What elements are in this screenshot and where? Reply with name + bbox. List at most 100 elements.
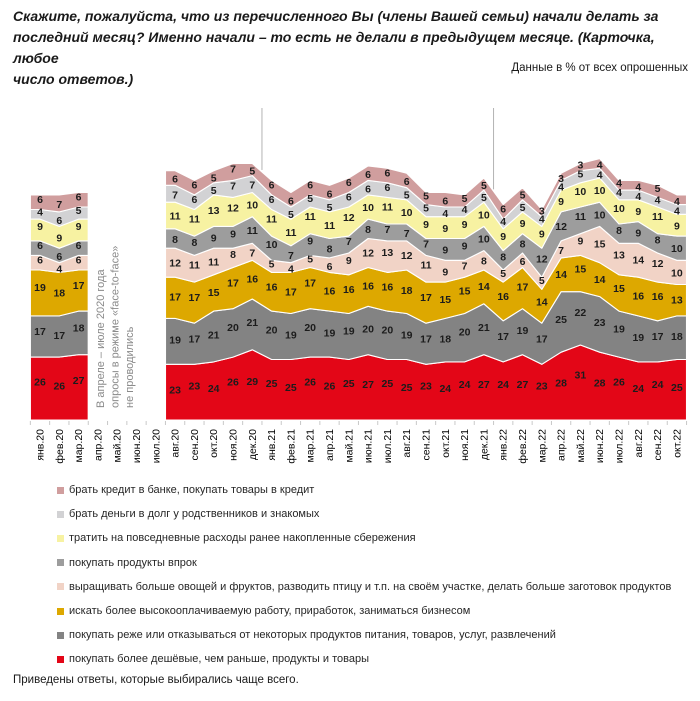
- value-label: 27: [517, 379, 529, 391]
- value-label: 20: [227, 322, 239, 334]
- legend-label: покупать более дешёвые, чем раньше, прод…: [69, 653, 369, 666]
- value-label: 6: [520, 256, 526, 268]
- x-axis-label: июл.20: [150, 429, 162, 463]
- value-label: 16: [362, 281, 374, 293]
- value-label: 26: [227, 376, 239, 388]
- value-label: 22: [575, 307, 587, 319]
- value-label: 8: [230, 249, 236, 261]
- value-label: 27: [362, 379, 374, 391]
- value-label: 4: [635, 181, 641, 193]
- value-label: 11: [189, 260, 200, 272]
- value-label: 6: [346, 177, 352, 189]
- value-label: 10: [671, 243, 683, 255]
- value-label: 6: [404, 176, 410, 188]
- value-label: 5: [211, 185, 217, 197]
- x-axis-label: фев.22: [517, 429, 529, 464]
- value-label: 7: [230, 163, 236, 175]
- value-label: 17: [536, 333, 548, 345]
- value-label: 18: [401, 285, 413, 297]
- value-label: 9: [539, 228, 545, 240]
- value-label: 9: [635, 228, 641, 240]
- value-label: 7: [558, 245, 564, 257]
- value-label: 19: [285, 330, 297, 342]
- value-label: 4: [674, 196, 680, 208]
- value-label: 27: [478, 379, 490, 391]
- x-axis-label: фев.20: [54, 429, 66, 464]
- value-label: 6: [191, 194, 197, 206]
- value-label: 20: [304, 322, 316, 334]
- value-label: 9: [442, 245, 448, 257]
- value-label: 8: [500, 252, 506, 264]
- value-label: 25: [401, 382, 413, 394]
- value-label: 18: [671, 331, 683, 343]
- value-label: 18: [439, 334, 451, 346]
- value-label: 11: [575, 211, 586, 223]
- value-label: 9: [500, 231, 506, 243]
- legend-label: тратить на повседневные расходы ранее на…: [69, 532, 416, 545]
- value-label: 12: [401, 250, 413, 262]
- value-label: 9: [635, 206, 641, 218]
- value-label: 6: [288, 196, 294, 208]
- value-label: 25: [671, 382, 683, 394]
- value-label: 7: [288, 250, 294, 262]
- x-axis-label: авг.21: [401, 429, 413, 458]
- x-axis-label: апр.21: [324, 429, 336, 461]
- value-label: 15: [613, 283, 625, 295]
- value-label: 11: [285, 227, 296, 239]
- value-label: 6: [76, 240, 82, 252]
- value-label: 11: [247, 225, 258, 237]
- value-label: 25: [285, 382, 297, 394]
- legend-swatch-icon: [57, 631, 64, 639]
- value-label: 7: [384, 224, 390, 236]
- x-axis-label: мар.21: [305, 429, 317, 463]
- value-label: 15: [575, 264, 587, 276]
- value-label: 12: [227, 202, 239, 214]
- value-label: 8: [616, 225, 622, 237]
- value-label: 9: [346, 255, 352, 267]
- value-label: 16: [266, 282, 278, 294]
- x-axis-label: июн.20: [131, 429, 143, 463]
- x-axis-label: ноя.20: [228, 429, 240, 461]
- value-label: 16: [652, 291, 664, 303]
- value-label: 6: [384, 167, 390, 179]
- value-label: 18: [73, 322, 85, 334]
- value-label: 9: [577, 236, 583, 248]
- value-label: 4: [500, 216, 506, 228]
- value-label: 5: [327, 202, 333, 214]
- value-label: 6: [269, 194, 275, 206]
- x-axis-label: янв.21: [266, 429, 278, 461]
- value-label: 18: [53, 288, 65, 300]
- legend-swatch-icon: [57, 607, 64, 615]
- value-label: 19: [343, 326, 355, 338]
- value-label: 24: [439, 383, 451, 395]
- x-axis-label: июн.22: [594, 429, 606, 463]
- value-label: 6: [76, 192, 82, 204]
- value-label: 16: [246, 273, 258, 285]
- value-label: 14: [478, 281, 490, 293]
- value-label: 21: [478, 322, 490, 334]
- value-label: 5: [500, 268, 506, 280]
- value-label: 9: [462, 219, 468, 231]
- area-band: [29, 191, 89, 213]
- value-label: 19: [401, 330, 413, 342]
- value-label: 8: [327, 244, 333, 256]
- value-label: 24: [632, 383, 644, 395]
- value-label: 15: [208, 287, 220, 299]
- x-axis-label: сен.22: [652, 429, 664, 461]
- value-label: 19: [632, 332, 644, 344]
- value-label: 15: [459, 285, 471, 297]
- value-label: 17: [189, 333, 201, 345]
- value-label: 7: [346, 236, 352, 248]
- value-label: 17: [169, 291, 181, 303]
- value-label: 15: [439, 294, 451, 306]
- x-axis-label: мар.22: [536, 429, 548, 463]
- value-label: 12: [555, 221, 567, 233]
- x-axis-label: май.20: [112, 429, 124, 463]
- value-label: 5: [520, 190, 526, 202]
- value-label: 10: [671, 267, 683, 279]
- legend-swatch-icon: [57, 486, 64, 494]
- legend-label: покупать продукты впрок: [69, 556, 197, 569]
- value-label: 10: [575, 186, 587, 198]
- value-label: 4: [597, 169, 603, 181]
- value-label: 17: [53, 330, 65, 342]
